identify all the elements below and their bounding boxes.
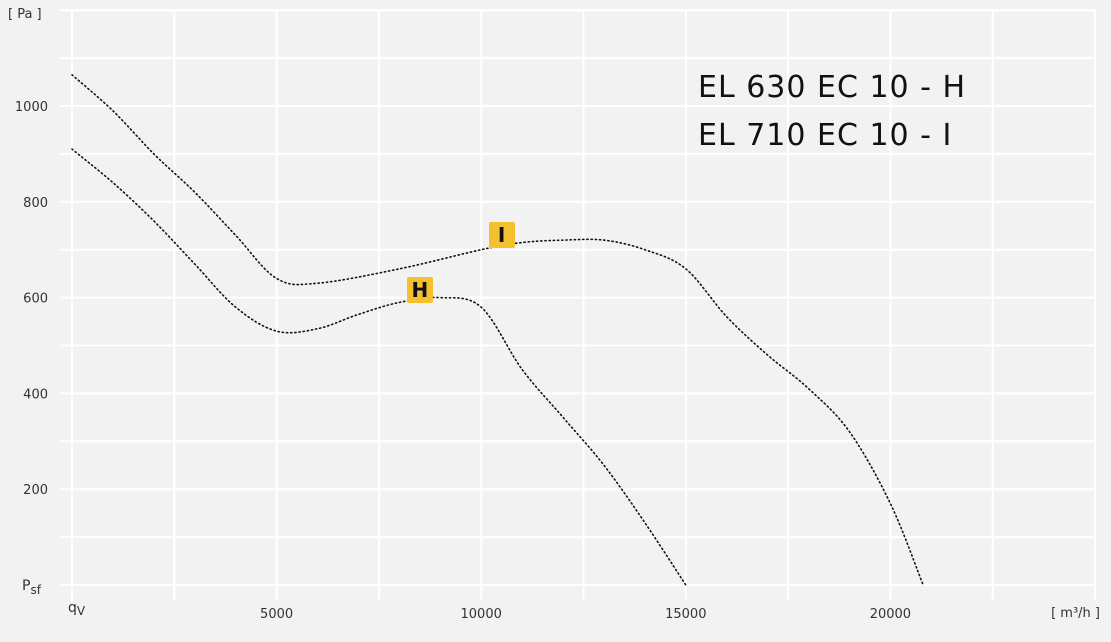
y-tick-label: 800 [23,196,48,211]
y-axis-symbol: Psf [22,578,42,597]
grid-lines [60,9,1096,600]
chart-title-line-1: EL 630 EC 10 - H [698,70,967,105]
series-curve-h [71,148,687,586]
series-label-h: H [406,277,433,304]
y-tick-label: 200 [23,483,48,498]
x-axis-symbol: qV [68,600,86,618]
y-unit-label: [ Pa ] [8,7,42,22]
x-tick-label: 20000 [870,607,911,622]
tick-labels: 200 400 600 800 1000 5000 10000 15000 20000 [ Pa … [8,7,1100,622]
x-tick-label: 15000 [665,607,706,622]
axes [60,10,1095,610]
chart-title-line-2: EL 710 EC 10 - I [698,118,953,153]
curves [71,74,924,586]
x-tick-label: 5000 [260,607,293,622]
x-tick-label: 10000 [461,607,502,622]
series-curve-i [71,74,924,586]
y-tick-label: 600 [23,292,48,307]
series-label-i: I [488,222,515,249]
chart-title-block: EL 630 EC 10 - H EL 710 EC 10 - I [698,64,966,160]
y-tick-label: 1000 [15,100,48,115]
y-tick-label: 400 [23,387,48,402]
x-unit-label: [ m³/h ] [1051,606,1100,621]
